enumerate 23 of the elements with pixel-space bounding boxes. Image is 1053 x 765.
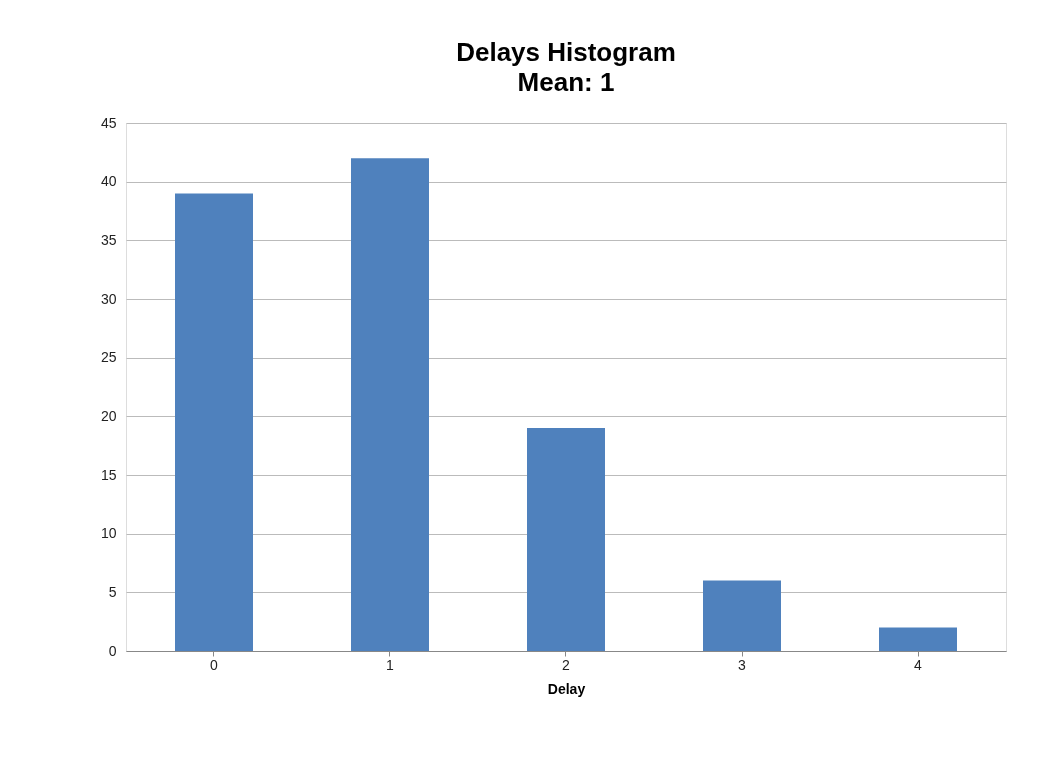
y-tick-label: 5 bbox=[108, 583, 117, 600]
y-tick-label: 10 bbox=[100, 525, 117, 542]
y-tick-label: 0 bbox=[108, 642, 117, 659]
x-tick-label: 0 bbox=[210, 656, 219, 673]
x-tick-label: 4 bbox=[914, 656, 923, 673]
bar bbox=[351, 158, 429, 651]
y-tick-label: 25 bbox=[100, 349, 117, 366]
bar bbox=[527, 428, 605, 651]
y-tick-label: 45 bbox=[100, 114, 117, 131]
chart-title: Delays Histogram bbox=[456, 37, 676, 67]
y-tick-label: 35 bbox=[100, 231, 117, 248]
bar bbox=[879, 627, 957, 651]
y-tick-label: 15 bbox=[100, 466, 117, 483]
bar bbox=[175, 193, 253, 651]
chart-subtitle: Mean: 1 bbox=[517, 67, 615, 97]
bar bbox=[703, 580, 781, 651]
x-tick-label: 2 bbox=[562, 656, 571, 673]
x-tick-label: 3 bbox=[738, 656, 747, 673]
y-tick-label: 40 bbox=[100, 173, 117, 190]
x-tick-label: 1 bbox=[386, 656, 395, 673]
y-tick-label: 20 bbox=[100, 407, 117, 424]
x-axis-title: Delay bbox=[547, 680, 586, 697]
y-tick-label: 30 bbox=[100, 290, 117, 307]
